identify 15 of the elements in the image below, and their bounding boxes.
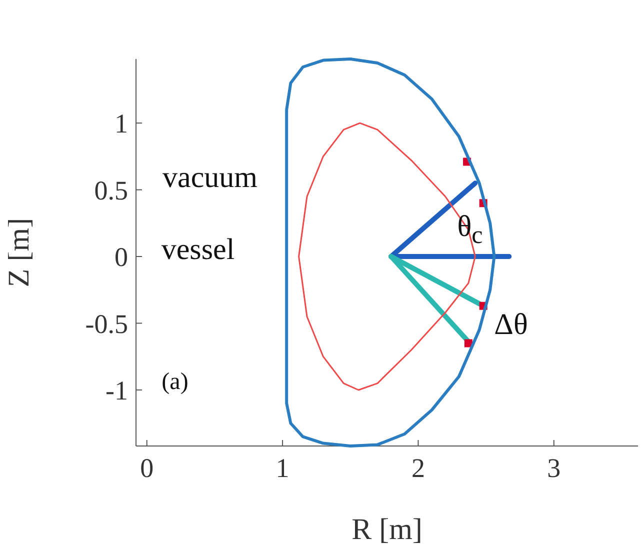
y-axis-title: Z [m]: [2, 218, 36, 288]
x-tick-label: 3: [547, 453, 561, 484]
x-tick-label: 1: [276, 453, 290, 484]
y-tick-label: 0.5: [94, 175, 128, 206]
annotation: vacuum: [162, 161, 258, 194]
x-tick-label: 0: [140, 453, 154, 484]
y-tick-label: 1: [114, 108, 128, 139]
y-tick-label: -0.5: [85, 308, 128, 339]
y-tick-label: -1: [106, 376, 128, 406]
annotation: vessel: [161, 233, 235, 266]
annotation: (a): [162, 369, 188, 395]
x-axis-title: R [m]: [352, 513, 422, 546]
x-tick-label: 2: [411, 453, 425, 484]
annotation: Δθ: [494, 308, 528, 341]
y-tick-label: 0: [114, 242, 128, 272]
